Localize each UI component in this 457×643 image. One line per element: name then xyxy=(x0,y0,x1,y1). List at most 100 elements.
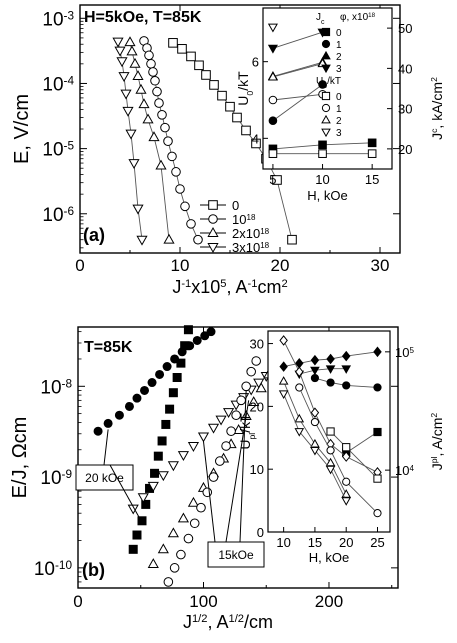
legend-marker xyxy=(208,214,218,224)
legend-label-part: 2x10 xyxy=(232,226,260,241)
inset-data-point xyxy=(310,417,320,427)
inset-legend-label: 1 xyxy=(336,40,342,51)
legend-label-part: 3x10 xyxy=(232,240,260,255)
inset-legend-title-u-sub: 0 xyxy=(323,83,327,90)
inset-legend-label: 1 xyxy=(336,104,342,115)
data-point xyxy=(248,396,260,407)
data-point xyxy=(251,356,261,366)
data-point xyxy=(183,533,194,544)
data-point xyxy=(233,424,245,434)
x-tick-label: 0 xyxy=(73,592,82,611)
data-point xyxy=(197,432,210,443)
data-point xyxy=(148,67,158,77)
inset-data-point xyxy=(268,149,278,158)
data-point xyxy=(114,46,126,57)
data-point xyxy=(128,544,138,554)
x-axis-label-part: 1/2 xyxy=(229,613,245,625)
callout-box xyxy=(207,541,265,568)
y-tick-label: 10-8 xyxy=(40,377,72,399)
inset-data-point xyxy=(326,427,335,436)
inset-series-line xyxy=(272,84,323,122)
inset-y-axis-label-part: U xyxy=(237,440,253,450)
data-point xyxy=(155,159,167,170)
data-point xyxy=(129,57,141,68)
condition-annotation: H=5kOe, T=85K xyxy=(84,9,202,26)
inset-y-tick-label: 30 xyxy=(250,337,264,352)
x-tick-label: 20 xyxy=(271,256,290,275)
y-tick-label-part: 10 xyxy=(40,468,61,489)
data-point xyxy=(165,404,175,414)
inset-legend-marker xyxy=(321,128,331,138)
data-point xyxy=(157,471,169,482)
panel-label: (b) xyxy=(82,560,105,580)
y-tick-label-part: -6 xyxy=(64,204,75,217)
data-point xyxy=(246,366,256,377)
data-point xyxy=(167,151,177,162)
data-point xyxy=(251,138,261,149)
data-point xyxy=(215,456,225,466)
inset-data-point xyxy=(326,353,335,365)
data-point xyxy=(167,461,179,472)
x-axis-label-part: J xyxy=(183,612,192,632)
inset-legend-label: 0 xyxy=(336,28,342,39)
inset-series-line xyxy=(345,431,378,454)
inset-y-axis-label: U0/kT xyxy=(235,71,255,106)
inset-legend-label: 2 xyxy=(336,116,342,127)
inset-y-axis-label-part: U xyxy=(235,96,251,106)
inset-legend-label: 3 xyxy=(336,128,342,139)
data-point xyxy=(183,325,193,335)
inset-data-point xyxy=(310,373,320,383)
data-point xyxy=(200,331,210,341)
x-axis-label-part: J xyxy=(172,277,181,297)
data-point xyxy=(142,113,154,124)
x-axis-label: J-1x105, A-1cm2 xyxy=(172,277,287,297)
inset-y2-tick-label-part: 10 xyxy=(395,345,409,360)
data-point xyxy=(208,472,219,482)
y-tick-label-part: -8 xyxy=(62,377,73,390)
inset-legend-title-u: U0/kT xyxy=(316,76,341,90)
data-point xyxy=(153,451,163,461)
inset-data-point xyxy=(310,446,320,456)
data-point xyxy=(147,481,159,492)
inset-legend-marker xyxy=(321,50,331,60)
data-point xyxy=(132,530,142,540)
callout-arrow xyxy=(239,390,247,543)
inset-data-point xyxy=(367,138,377,148)
inset-x-tick-label: 15 xyxy=(308,535,322,550)
inset-y-tick-label: 20 xyxy=(250,399,264,414)
data-point xyxy=(157,110,167,120)
inset-y2-tick-label: 50 xyxy=(398,21,412,36)
data-point xyxy=(169,563,180,573)
data-point xyxy=(168,388,178,398)
inset-legend-title-phi-part: 18 xyxy=(368,12,375,19)
inset-y2-axis-label: Jpl, A/cm2 xyxy=(429,413,445,471)
inset-data-point xyxy=(342,477,351,486)
data-point xyxy=(148,131,160,142)
series-line xyxy=(117,41,143,240)
inset-data-point xyxy=(318,140,327,150)
data-point xyxy=(162,362,172,372)
data-point xyxy=(186,51,196,62)
inset-data-point xyxy=(310,407,320,418)
inset-data-point xyxy=(310,354,320,366)
inset-x-tick-label: 10 xyxy=(276,535,290,550)
inset-y-axis-label-part: pl xyxy=(247,433,257,440)
inset-y-axis-label-part: /kT xyxy=(237,413,253,433)
inset-x-tick-label: 15 xyxy=(365,172,379,187)
inset-data-point xyxy=(341,497,352,506)
data-point xyxy=(287,234,297,245)
inset-legend-marker xyxy=(321,64,331,74)
data-point xyxy=(201,70,211,80)
legend-label: 2x1018 xyxy=(232,226,270,241)
inset-legend-label: 3 xyxy=(336,64,342,75)
data-point xyxy=(175,184,185,194)
inset-legend-marker xyxy=(321,91,331,101)
inset-series-line xyxy=(272,93,323,101)
x-axis-label-part: -1 xyxy=(248,278,258,290)
inset-data-point xyxy=(341,365,352,374)
data-point xyxy=(141,499,151,509)
data-point xyxy=(122,106,134,117)
y-tick-label: 10-5 xyxy=(42,139,74,161)
data-point xyxy=(236,395,246,406)
inset-data-point xyxy=(341,451,351,462)
